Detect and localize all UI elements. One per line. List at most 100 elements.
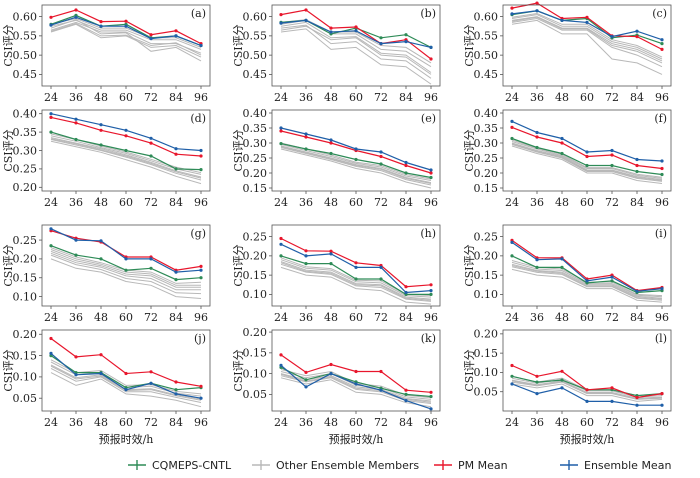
data-point-pm <box>49 115 53 119</box>
data-point-ens <box>585 150 589 154</box>
data-point-ens <box>199 43 203 48</box>
x-tick-label: 72 <box>605 311 619 324</box>
data-point-pm <box>99 353 103 357</box>
data-point-ens <box>304 18 308 22</box>
y-tick-label: 0.60 <box>474 10 499 23</box>
data-point-ens <box>379 265 383 269</box>
x-tick-label: 48 <box>324 416 338 429</box>
x-tick-label: 84 <box>169 91 183 104</box>
data-point-ens <box>354 382 358 386</box>
legend-label: PM Mean <box>458 459 508 472</box>
x-tick-label: 84 <box>630 311 644 324</box>
x-axis-label: 预报时效/h <box>99 432 154 446</box>
panel-grid: 24 36 48 60 72 84 960.450.500.550.60CSI评分(a)24… <box>2 1 672 446</box>
data-point-cntl <box>74 253 78 257</box>
data-point-cntl <box>304 378 308 382</box>
y-tick-label: 0.30 <box>13 144 38 157</box>
y-tick-label: 0.25 <box>243 152 268 165</box>
data-point-ens <box>510 240 514 244</box>
y-axis-label: CSI评分 <box>232 349 245 391</box>
x-tick-label: 24 <box>505 416 519 429</box>
x-tick-label: 96 <box>424 416 438 429</box>
x-tick-label: 24 <box>505 196 519 209</box>
panel-label: (f) <box>654 112 667 125</box>
data-point-ens <box>560 386 564 390</box>
x-tick-label: 24 <box>274 311 288 324</box>
y-tick-label: 0.15 <box>243 182 268 195</box>
y-tick-label: 0.20 <box>474 328 499 341</box>
data-point-pm <box>635 163 639 168</box>
y-tick-label: 0.20 <box>13 253 38 266</box>
data-point-cntl <box>304 147 308 151</box>
data-point-pm <box>510 6 514 10</box>
data-point-cntl <box>49 244 53 248</box>
y-axis-label: CSI评分 <box>2 129 15 171</box>
data-point-cntl <box>174 388 178 392</box>
x-tick-label: 48 <box>324 196 338 209</box>
series-line-members <box>280 28 432 85</box>
data-point-ens <box>635 157 639 162</box>
data-point-cntl <box>510 374 514 378</box>
series-line-members <box>511 19 663 75</box>
x-tick-label: 60 <box>349 311 363 324</box>
x-axis-label: 预报时效/h <box>329 432 384 446</box>
series-line-members <box>511 16 663 64</box>
data-point-ens <box>404 40 408 44</box>
data-point-pm <box>304 8 308 12</box>
data-point-pm <box>510 363 514 368</box>
data-point-ens <box>354 147 358 151</box>
y-tick-label: 0.20 <box>243 326 268 339</box>
data-point-pm <box>329 362 333 367</box>
data-point-cntl <box>329 151 333 156</box>
data-point-ens <box>379 388 383 392</box>
data-point-cntl <box>379 36 383 40</box>
panel-j: 24 36 48 60 72 84 96 0.05 0.10 0.15 0.20 CSI评分 (j) 预报… <box>2 328 211 446</box>
series-line-members <box>50 22 202 56</box>
data-point-ens <box>149 257 153 261</box>
data-point-ens <box>49 112 53 116</box>
data-point-ens <box>149 381 153 385</box>
x-tick-label: 36 <box>299 311 313 324</box>
data-point-cntl <box>174 278 178 282</box>
y-tick-label: 0.20 <box>474 250 499 263</box>
x-tick-label: 84 <box>169 196 183 209</box>
data-point-pm <box>279 129 283 133</box>
y-tick-label: 0.30 <box>243 137 268 150</box>
panel-label: (e) <box>421 112 436 125</box>
data-point-ens <box>99 24 103 28</box>
data-point-ens <box>149 37 153 41</box>
data-point-ens <box>560 257 564 261</box>
y-tick-label: 0.60 <box>13 10 38 23</box>
data-point-ens <box>635 403 639 407</box>
x-tick-label: 96 <box>424 311 438 324</box>
x-tick-label: 96 <box>194 91 208 104</box>
y-tick-label: 0.15 <box>474 347 499 360</box>
data-point-cntl <box>560 378 564 382</box>
data-point-ens <box>279 363 283 367</box>
data-point-pm <box>149 33 153 37</box>
x-tick-label: 72 <box>605 416 619 429</box>
x-tick-label: 96 <box>655 196 669 209</box>
x-tick-label: 72 <box>605 196 619 209</box>
x-axis-label: 预报时效/h <box>560 432 615 446</box>
data-point-ens <box>49 351 53 355</box>
data-point-cntl <box>610 163 614 168</box>
x-tick-label: 60 <box>119 91 133 104</box>
legend-item-cntl: CQMEPS-CNTL <box>128 459 232 472</box>
series-line-cntl <box>50 245 202 281</box>
data-point-ens <box>610 399 614 403</box>
data-point-ens <box>510 382 514 386</box>
data-point-ens <box>585 279 589 283</box>
x-tick-label: 84 <box>630 196 644 209</box>
data-point-pm <box>174 29 178 33</box>
y-tick-label: 0.20 <box>243 250 268 263</box>
data-point-ens <box>354 265 358 269</box>
y-tick-label: 0.40 <box>474 107 499 120</box>
data-point-ens <box>124 24 128 28</box>
x-tick-label: 36 <box>530 91 544 104</box>
x-tick-label: 96 <box>194 311 208 324</box>
series-line-members <box>511 144 663 182</box>
data-point-pm <box>585 388 589 392</box>
x-tick-label: 36 <box>69 196 83 209</box>
data-point-cntl <box>329 262 333 266</box>
